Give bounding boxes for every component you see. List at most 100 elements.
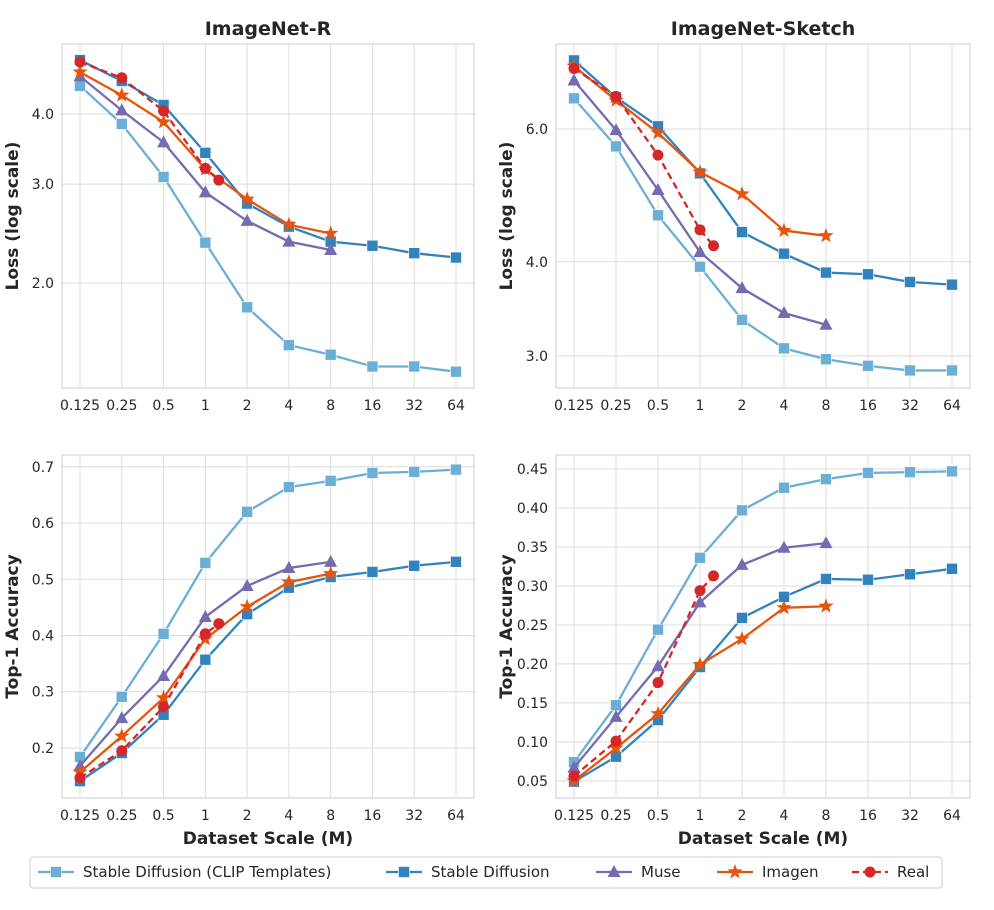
y-tick-label: 0.40 [517, 501, 548, 517]
data-point [708, 570, 720, 582]
data-point [778, 342, 790, 355]
data-point [694, 552, 706, 564]
data-point [735, 281, 749, 294]
data-point [114, 728, 130, 743]
data-point [609, 709, 623, 722]
data-point [74, 80, 86, 92]
circle-marker-icon [864, 866, 876, 878]
data-point [213, 174, 225, 186]
data-point [734, 631, 750, 646]
data-point [904, 568, 916, 581]
legend: Stable Diffusion (CLIP Templates) Stable … [29, 856, 943, 889]
data-point [650, 705, 666, 721]
data-point [198, 609, 212, 622]
data-point [450, 463, 462, 476]
x-tick-label: 0.25 [600, 398, 631, 414]
x-tick-label: 2 [243, 808, 252, 824]
data-point [694, 585, 706, 597]
x-tick-label: 1 [696, 398, 705, 414]
x-tick-label: 32 [405, 398, 423, 414]
data-point [692, 164, 708, 179]
data-point [115, 118, 128, 130]
legend-label: Stable Diffusion (CLIP Templates) [83, 863, 331, 881]
y-tick-label: 4.0 [32, 107, 54, 123]
y-tick-label: 0.2 [32, 741, 54, 757]
y-tick-label: 0.30 [517, 579, 548, 595]
data-point [651, 659, 665, 672]
x-axis-label: Dataset Scale (M) [183, 829, 353, 849]
series-muse [73, 69, 338, 255]
y-tick-label: 0.7 [32, 460, 54, 476]
data-point [324, 475, 337, 487]
legend-item: Muse [596, 863, 681, 881]
data-point [450, 556, 462, 568]
data-point [282, 561, 296, 574]
data-point [155, 689, 172, 705]
series-line [79, 84, 457, 373]
data-point [408, 247, 421, 259]
data-point [778, 481, 790, 494]
data-point [736, 504, 748, 517]
data-point [568, 770, 580, 782]
data-point [199, 147, 212, 159]
x-tick-label: 0.125 [60, 398, 100, 414]
x-tick-label: 2 [243, 398, 252, 414]
data-point [904, 276, 916, 288]
x-tick-label: 0.25 [106, 398, 137, 414]
data-point [652, 209, 664, 222]
data-point [694, 260, 706, 273]
data-point [283, 339, 295, 351]
x-tick-label: 2 [738, 808, 747, 824]
y-tick-label: 0.05 [517, 774, 548, 790]
series-real [568, 62, 720, 252]
y-tick-label: 0.20 [517, 657, 548, 673]
data-point [904, 364, 916, 377]
x-tick-label: 64 [447, 398, 465, 414]
series-line [573, 567, 953, 783]
y-tick-label: 6.0 [526, 122, 548, 138]
legend-item: Imagen [717, 863, 818, 881]
data-point [239, 191, 255, 206]
legend-label: Stable Diffusion [431, 863, 550, 881]
data-point [199, 162, 211, 174]
y-tick-label: 2.0 [32, 276, 54, 292]
x-tick-label: 0.125 [554, 808, 594, 824]
x-tick-label: 16 [859, 398, 877, 414]
data-point [158, 105, 170, 117]
data-point [366, 566, 379, 578]
square-marker-icon [50, 866, 62, 878]
data-point [74, 772, 86, 784]
data-point [693, 595, 707, 608]
x-tick-label: 32 [901, 398, 919, 414]
data-point [776, 599, 792, 615]
data-point [735, 557, 749, 570]
series-line [573, 59, 953, 286]
data-point [862, 360, 874, 372]
panel-2: 0.125 0.25 0.5 1 2 4 8 16 32 64 3.0 4.0 6.0 ImageNet-… [497, 18, 971, 414]
x-tick-label: 4 [284, 808, 293, 824]
data-point [820, 573, 832, 585]
data-point [819, 317, 833, 330]
data-point [692, 656, 708, 672]
x-tick-label: 64 [943, 808, 961, 824]
data-point [324, 242, 338, 255]
series-stable-diffusion-clip-templates- [74, 463, 462, 763]
x-tick-label: 64 [447, 808, 465, 824]
y-tick-label: 3.0 [32, 177, 54, 193]
data-point [777, 540, 791, 553]
x-tick-label: 0.5 [152, 808, 174, 824]
x-tick-label: 8 [326, 398, 335, 414]
data-point [652, 677, 664, 689]
series-real [74, 56, 225, 186]
legend-item: Real [852, 863, 929, 881]
data-point [366, 467, 379, 479]
data-point [408, 559, 421, 572]
data-point [241, 505, 253, 518]
data-point [323, 565, 339, 581]
data-point [199, 653, 212, 666]
x-tick-label: 0.125 [60, 808, 100, 824]
series-line [79, 468, 457, 758]
data-point [734, 186, 750, 201]
data-point [281, 216, 297, 232]
y-axis-label: Top-1 Accuracy [3, 554, 23, 698]
